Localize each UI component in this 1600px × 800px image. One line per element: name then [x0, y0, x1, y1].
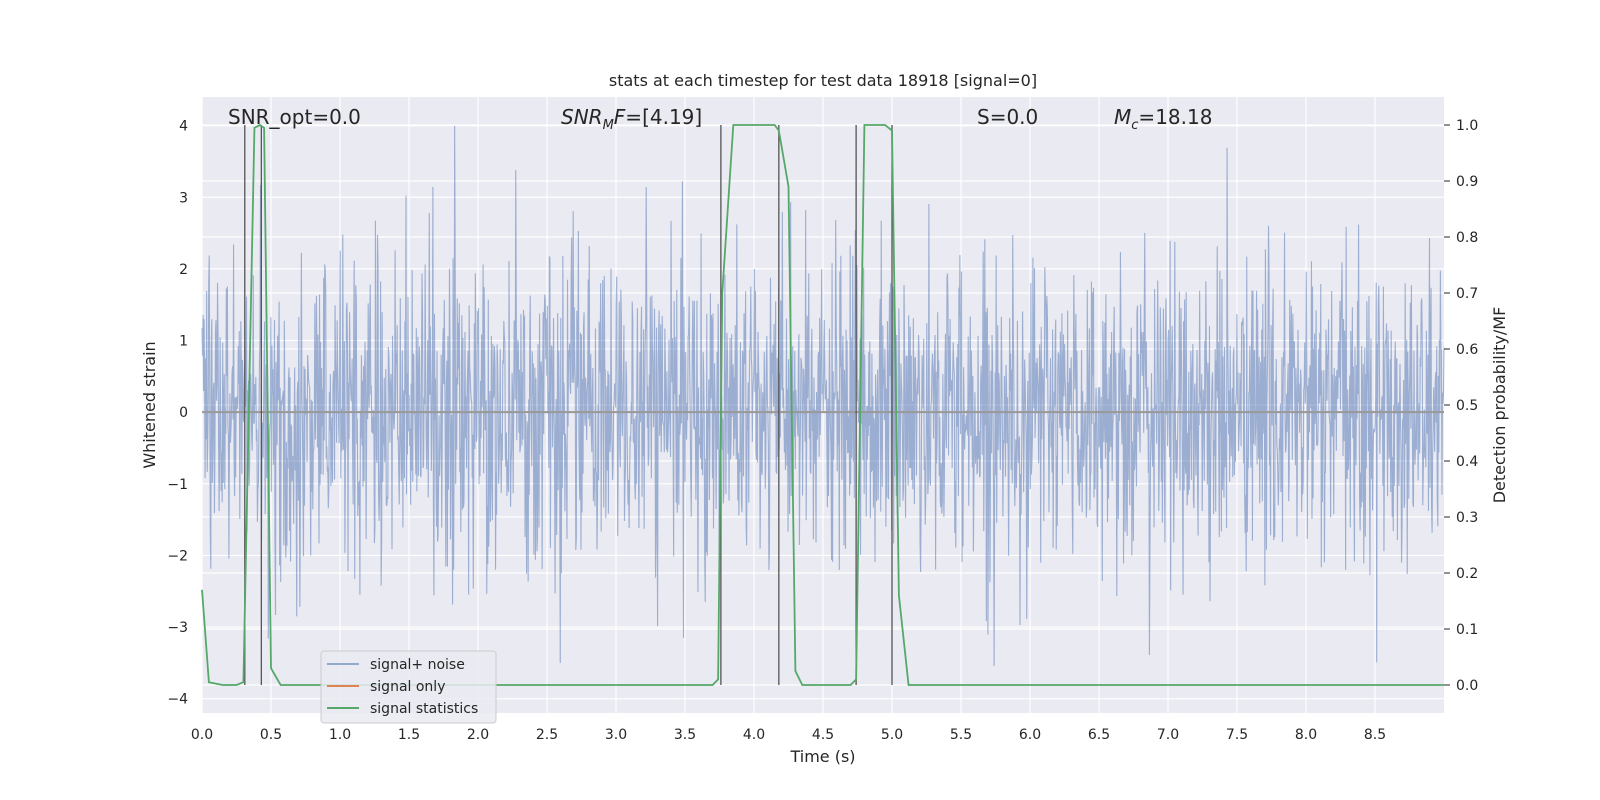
signal-noise-series: [201, 125, 1445, 666]
snr-mf-annotation: SNRMF=[4.19]: [561, 105, 702, 133]
x-tick-label: 6.5: [1088, 727, 1110, 743]
x-axis: 0.0 0.5 1.0 1.5 2.0 2.5 3.0 3.5 4.0 4.5 5.0 5.5 6.0 6…: [191, 727, 1386, 743]
legend-label-signal: signal only: [370, 679, 445, 695]
y-tick-label: 2: [179, 262, 188, 278]
x-tick-label: 5.0: [881, 727, 903, 743]
y-tick-label: −3: [167, 620, 188, 636]
y-tick-label: 3: [179, 190, 188, 206]
y2-tick-label: 0.9: [1456, 174, 1478, 190]
x-tick-label: 2.0: [467, 727, 489, 743]
x-tick-label: 3.5: [674, 727, 696, 743]
y2-tick-label: 0.1: [1456, 622, 1478, 638]
y-tick-label: −2: [167, 548, 188, 564]
x-tick-label: 4.0: [743, 727, 765, 743]
s-annotation: S=0.0: [977, 105, 1038, 129]
y2-tick-label: 0.7: [1456, 286, 1478, 302]
noise-line: [201, 125, 1445, 666]
y2-tick-label: 0.5: [1456, 398, 1478, 414]
snr-opt-annotation: SNR_opt=0.0: [228, 105, 361, 129]
x-tick-label: 5.5: [950, 727, 972, 743]
y-axis-label: Whitened strain: [140, 341, 159, 468]
legend-label-noise: signal+ noise: [370, 657, 465, 673]
y-axis-right: 1.0 0.9 0.8 0.7 0.6 0.5 0.4 0.3 0.2 0.1 0.0: [1444, 118, 1478, 694]
y2-axis-label: Detection probability/MF: [1490, 307, 1509, 504]
y2-tick-label: 0.6: [1456, 342, 1478, 358]
y2-tick-label: 0.3: [1456, 510, 1478, 526]
chart-title: stats at each timestep for test data 189…: [609, 71, 1037, 90]
x-tick-label: 1.0: [329, 727, 351, 743]
x-tick-label: 7.5: [1226, 727, 1248, 743]
signal-statistics-line: [201, 123, 1444, 686]
x-tick-label: 7.0: [1157, 727, 1179, 743]
x-tick-label: 4.5: [812, 727, 834, 743]
x-tick-label: 8.0: [1295, 727, 1317, 743]
x-tick-label: 8.5: [1364, 727, 1386, 743]
legend-label-stats: signal statistics: [370, 701, 478, 717]
x-tick-label: 2.5: [536, 727, 558, 743]
legend: signal+ noise signal only signal statist…: [320, 650, 497, 724]
x-tick-label: 1.5: [398, 727, 420, 743]
y2-tick-label: 0.0: [1456, 678, 1478, 694]
y-tick-label: 4: [179, 119, 188, 135]
y-tick-label: −1: [167, 477, 188, 493]
y2-tick-label: 0.2: [1456, 566, 1478, 582]
y-axis-left: 4 3 2 1 0 −1 −2 −3 −4: [167, 119, 188, 708]
y2-tick-label: 0.4: [1456, 454, 1478, 470]
mc-value: 18.18: [1155, 105, 1212, 129]
y2-tick-label: 0.8: [1456, 230, 1478, 246]
x-axis-label: Time (s): [789, 747, 855, 766]
snr-mf-value: [4.19]: [642, 105, 702, 129]
y2-tick-label: 1.0: [1456, 118, 1478, 134]
y-tick-label: 0: [179, 405, 188, 421]
mc-annotation: Mc=18.18: [1114, 105, 1212, 133]
y-tick-label: 1: [179, 334, 188, 350]
x-tick-label: 3.0: [605, 727, 627, 743]
y-tick-label: −4: [167, 692, 188, 708]
x-tick-label: 0.5: [260, 727, 282, 743]
x-tick-label: 6.0: [1019, 727, 1041, 743]
x-tick-label: 0.0: [191, 727, 213, 743]
signal-statistics-series: [201, 123, 1444, 686]
